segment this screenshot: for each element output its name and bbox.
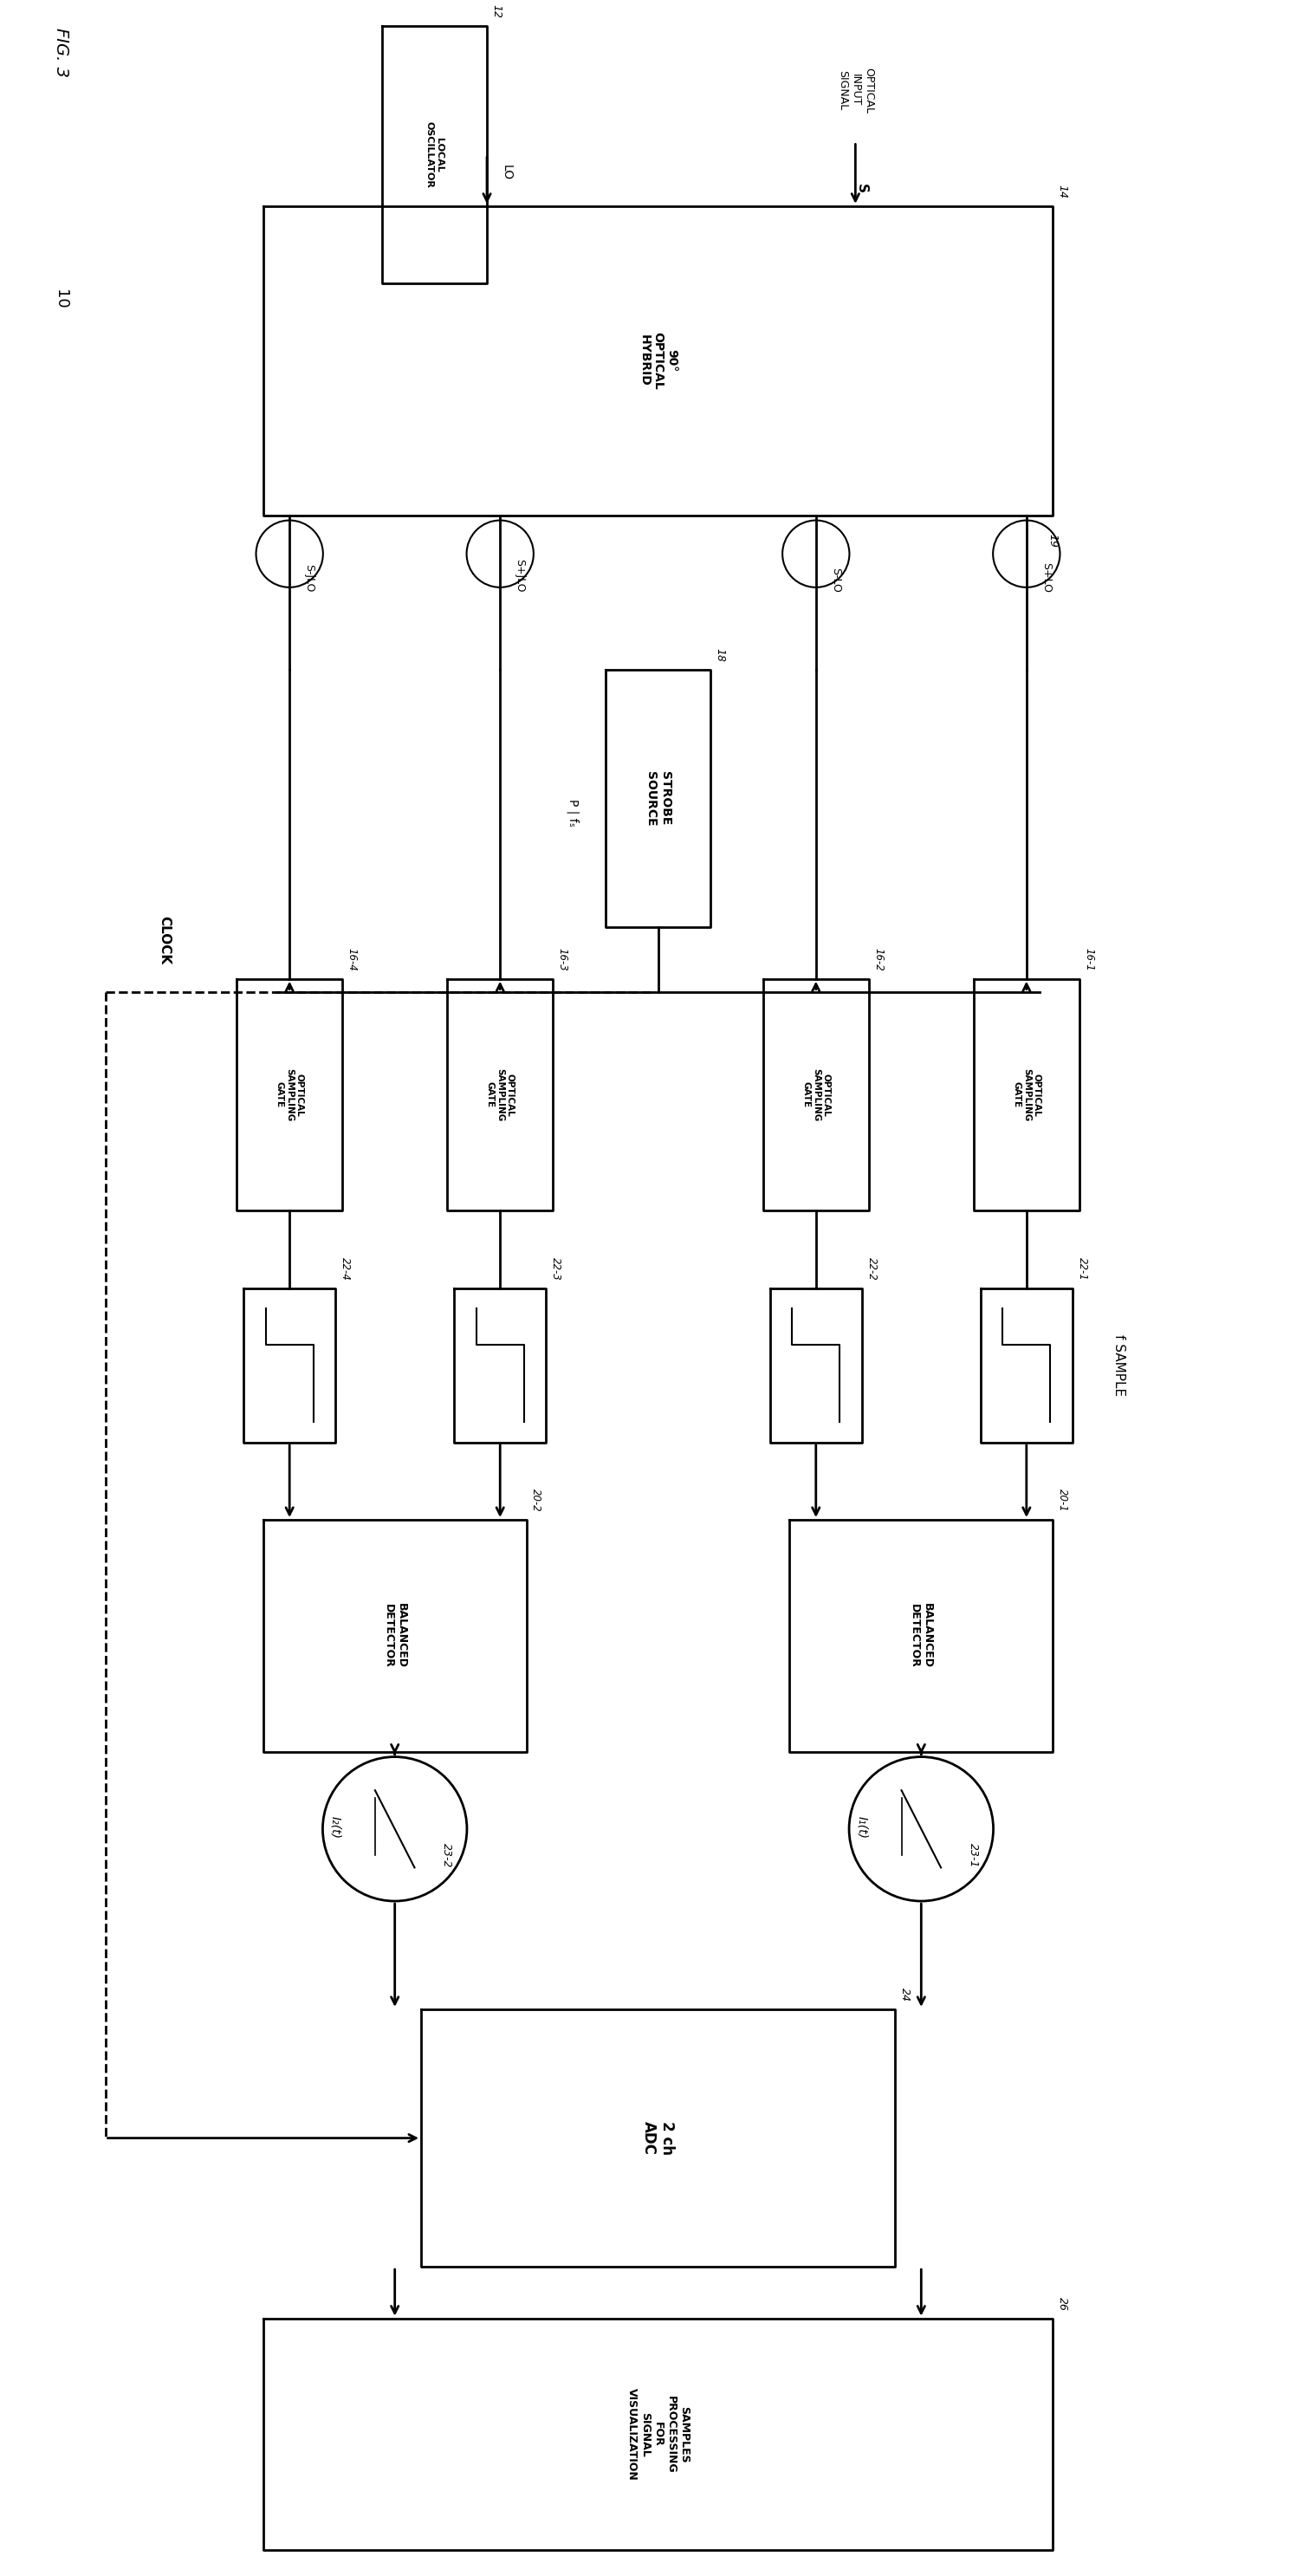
Text: 26: 26 [1057,2298,1069,2311]
Text: LO: LO [500,165,513,180]
Text: S: S [855,183,869,193]
Text: LOCAL
OSCILLATOR: LOCAL OSCILLATOR [425,121,443,188]
Text: 24: 24 [899,1989,911,2002]
Text: I₂(t): I₂(t) [329,1816,342,1839]
Text: 23-2: 23-2 [441,1842,453,1868]
Text: STROBE
SOURCE: STROBE SOURCE [645,770,671,827]
Text: 10: 10 [53,289,68,309]
Text: OPTICAL
SAMPLING
GATE: OPTICAL SAMPLING GATE [1012,1069,1041,1121]
Text: f SAMPLE: f SAMPLE [1112,1334,1125,1396]
Text: 23-1: 23-1 [967,1842,979,1868]
Text: OPTICAL
SAMPLING
GATE: OPTICAL SAMPLING GATE [486,1069,515,1121]
Text: S+jLO: S+jLO [515,559,525,592]
Polygon shape [770,1288,862,1443]
Text: 16-3: 16-3 [557,948,569,971]
Text: I₁(t): I₁(t) [855,1816,869,1839]
Text: 2 ch
ADC: 2 ch ADC [641,2120,675,2156]
Text: P | fₛ: P | fₛ [566,799,579,827]
Polygon shape [454,1288,546,1443]
Text: SAMPLES
PROCESSING
FOR
SIGNAL
VISUALIZATION: SAMPLES PROCESSING FOR SIGNAL VISUALIZAT… [626,2388,690,2481]
Polygon shape [980,1288,1073,1443]
Polygon shape [382,26,487,283]
Polygon shape [263,2318,1053,2550]
Text: 16-4: 16-4 [346,948,358,971]
Text: S+LO: S+LO [1041,562,1051,592]
Text: BALANCED
DETECTOR: BALANCED DETECTOR [909,1602,933,1669]
Polygon shape [243,1288,336,1443]
Polygon shape [974,979,1079,1211]
Polygon shape [263,206,1053,515]
Text: 18: 18 [715,649,726,662]
Text: 14: 14 [1057,185,1069,198]
Text: CLOCK: CLOCK [158,917,171,963]
Polygon shape [790,1520,1053,1752]
Text: 12: 12 [491,5,503,18]
Text: 16-2: 16-2 [873,948,884,971]
Polygon shape [763,979,869,1211]
Text: 16-1: 16-1 [1083,948,1095,971]
Text: 19: 19 [1048,533,1058,549]
Text: 22-2: 22-2 [866,1257,878,1280]
Text: OPTICAL
SAMPLING
GATE: OPTICAL SAMPLING GATE [801,1069,830,1121]
Text: 22-3: 22-3 [550,1257,562,1280]
Polygon shape [421,2009,895,2267]
Text: S-jLO: S-jLO [304,564,315,592]
Text: 90°
OPTICAL
HYBRID: 90° OPTICAL HYBRID [638,332,678,389]
Text: 20-1: 20-1 [1057,1489,1069,1512]
Text: 22-4: 22-4 [340,1257,351,1280]
Polygon shape [447,979,553,1211]
Text: S-LO: S-LO [830,567,841,592]
Text: FIG. 3: FIG. 3 [53,28,70,77]
Text: 20-2: 20-2 [530,1489,542,1512]
Text: OPTICAL
SAMPLING
GATE: OPTICAL SAMPLING GATE [275,1069,304,1121]
Polygon shape [605,670,711,927]
Polygon shape [263,1520,526,1752]
Text: OPTICAL
INPUT
SIGNAL: OPTICAL INPUT SIGNAL [837,67,874,113]
Polygon shape [237,979,342,1211]
Text: 22-1: 22-1 [1076,1257,1088,1280]
Text: BALANCED
DETECTOR: BALANCED DETECTOR [383,1602,407,1669]
